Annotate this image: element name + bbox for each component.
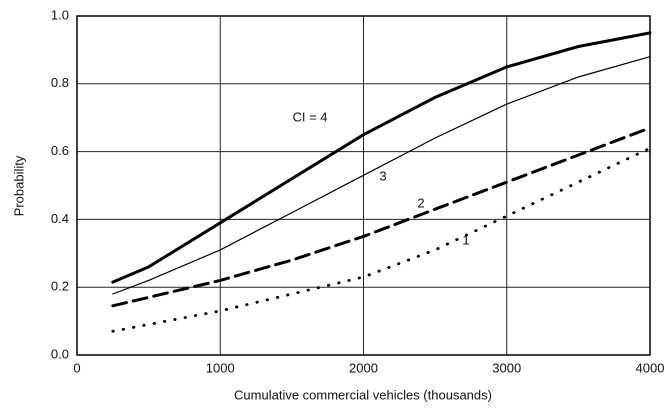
series-line bbox=[111, 31, 652, 284]
series-line bbox=[112, 56, 651, 295]
x-tick-label: 3000 bbox=[492, 360, 521, 375]
y-tick-label: 0.4 bbox=[51, 211, 69, 226]
x-tick-label: 1000 bbox=[206, 360, 235, 375]
y-tick-label: 0.6 bbox=[51, 143, 69, 158]
series-label: 2 bbox=[417, 195, 424, 210]
y-tick-label: 0.8 bbox=[51, 75, 69, 90]
y-tick-label: 1.0 bbox=[51, 7, 69, 22]
x-tick-label: 0 bbox=[73, 360, 80, 375]
x-tick-label: 2000 bbox=[349, 360, 378, 375]
series-label: CI = 4 bbox=[292, 109, 327, 124]
plot-frame bbox=[76, 15, 651, 356]
series-label: 3 bbox=[379, 168, 386, 183]
y-axis-label: Probability bbox=[11, 155, 26, 216]
series-label: 1 bbox=[462, 232, 469, 247]
y-tick-label: 0.2 bbox=[51, 279, 69, 294]
series-line bbox=[111, 126, 652, 308]
y-tick-label: 0.0 bbox=[51, 346, 69, 361]
x-tick-label: 4000 bbox=[636, 360, 665, 375]
x-axis-label: Cumulative commercial vehicles (thousand… bbox=[234, 387, 492, 402]
